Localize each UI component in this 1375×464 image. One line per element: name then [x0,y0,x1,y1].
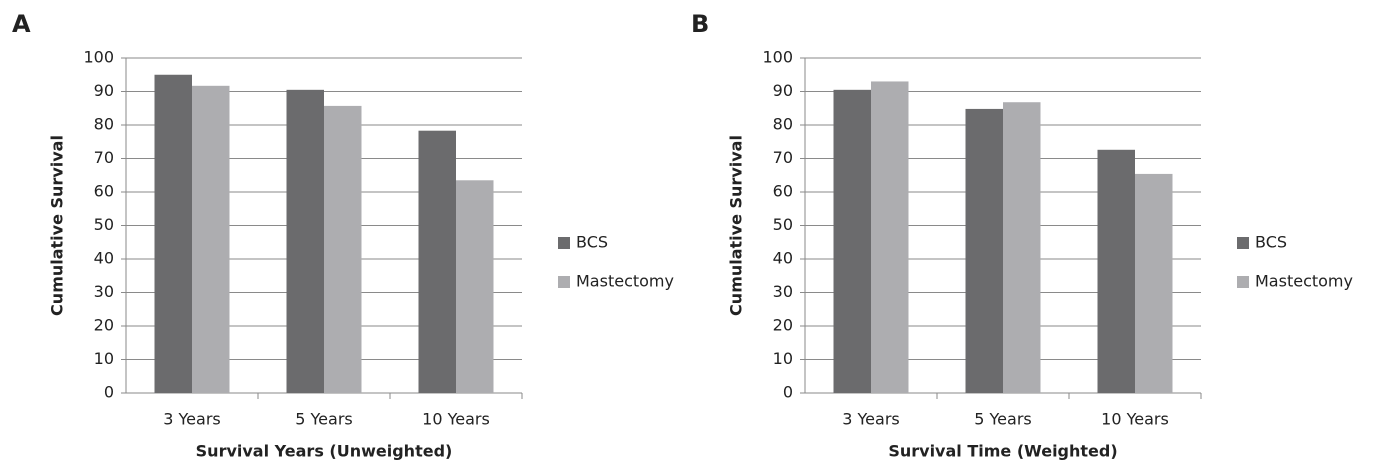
y-tick-label: 80 [94,115,114,134]
legend-label: Mastectomy [576,272,674,291]
x-tick-label: 5 Years [295,410,352,429]
x-tick-label: 3 Years [842,410,899,429]
y-tick-label: 60 [94,182,114,201]
legend-swatch [558,237,570,249]
panel-label: A [12,10,31,38]
y-tick-label: 50 [773,215,793,234]
y-tick-label: 40 [773,249,793,268]
y-tick-label: 60 [773,182,793,201]
legend-label: Mastectomy [1255,272,1353,291]
x-tick-label: 5 Years [974,410,1031,429]
legend-label: BCS [1255,233,1287,252]
y-tick-label: 90 [94,81,114,100]
bar [1135,173,1173,393]
y-tick-label: 50 [94,215,114,234]
y-tick-label: 10 [773,349,793,368]
y-tick-label: 0 [104,383,114,402]
bar [833,89,871,393]
y-tick-label: 90 [773,81,793,100]
bar [154,74,192,393]
bar [1097,149,1135,393]
legend-swatch [1237,237,1249,249]
x-axis-title: Survival Years (Unweighted) [196,442,453,461]
y-tick-label: 20 [94,316,114,335]
bar [192,85,230,394]
bar [456,180,494,393]
y-axis-title: Cumulative Survival [727,135,746,316]
y-tick-label: 30 [94,282,114,301]
legend-swatch [558,276,570,288]
bar [965,108,1003,394]
y-axis-title: Cumulative Survival [48,135,67,316]
y-tick-label: 70 [773,148,793,167]
bar [286,89,324,393]
y-tick-label: 40 [94,249,114,268]
y-tick-label: 100 [83,48,114,67]
bar [1003,102,1041,393]
y-tick-label: 80 [773,115,793,134]
x-tick-label: 3 Years [163,410,220,429]
y-tick-label: 0 [783,383,793,402]
bar [871,81,909,393]
bar [418,130,456,393]
legend-label: BCS [576,233,608,252]
y-tick-label: 20 [773,316,793,335]
legend-swatch [1237,276,1249,288]
x-tick-label: 10 Years [422,410,490,429]
x-tick-label: 10 Years [1101,410,1169,429]
y-tick-label: 30 [773,282,793,301]
x-axis-title: Survival Time (Weighted) [888,442,1117,461]
y-tick-label: 10 [94,349,114,368]
y-tick-label: 70 [94,148,114,167]
bar [324,105,362,393]
panel-label: B [691,10,709,38]
y-tick-label: 100 [762,48,793,67]
